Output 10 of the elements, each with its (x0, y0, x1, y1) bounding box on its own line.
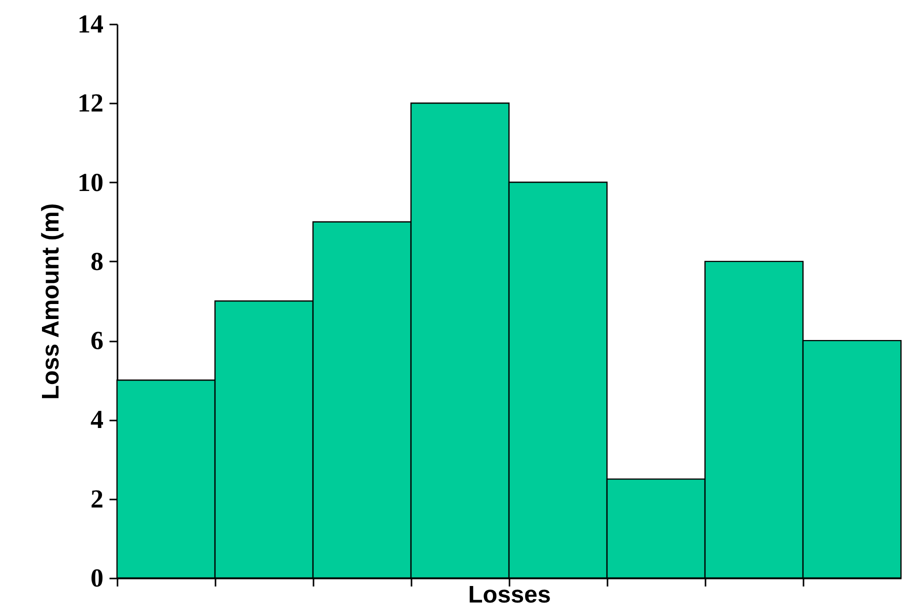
y-tick-label: 14 (78, 10, 104, 38)
y-tick-label: 0 (90, 564, 104, 592)
y-tick-label: 12 (78, 88, 104, 118)
y-tick-label: 4 (90, 405, 104, 434)
x-axis-title: Losses (468, 581, 551, 608)
y-tick-label: 8 (90, 246, 104, 276)
y-tick-label: 6 (90, 326, 104, 356)
y-axis-title: Loss Amount (m) (38, 203, 64, 400)
y-tick-label: 10 (78, 168, 104, 197)
y-tick-label: 2 (90, 484, 104, 514)
